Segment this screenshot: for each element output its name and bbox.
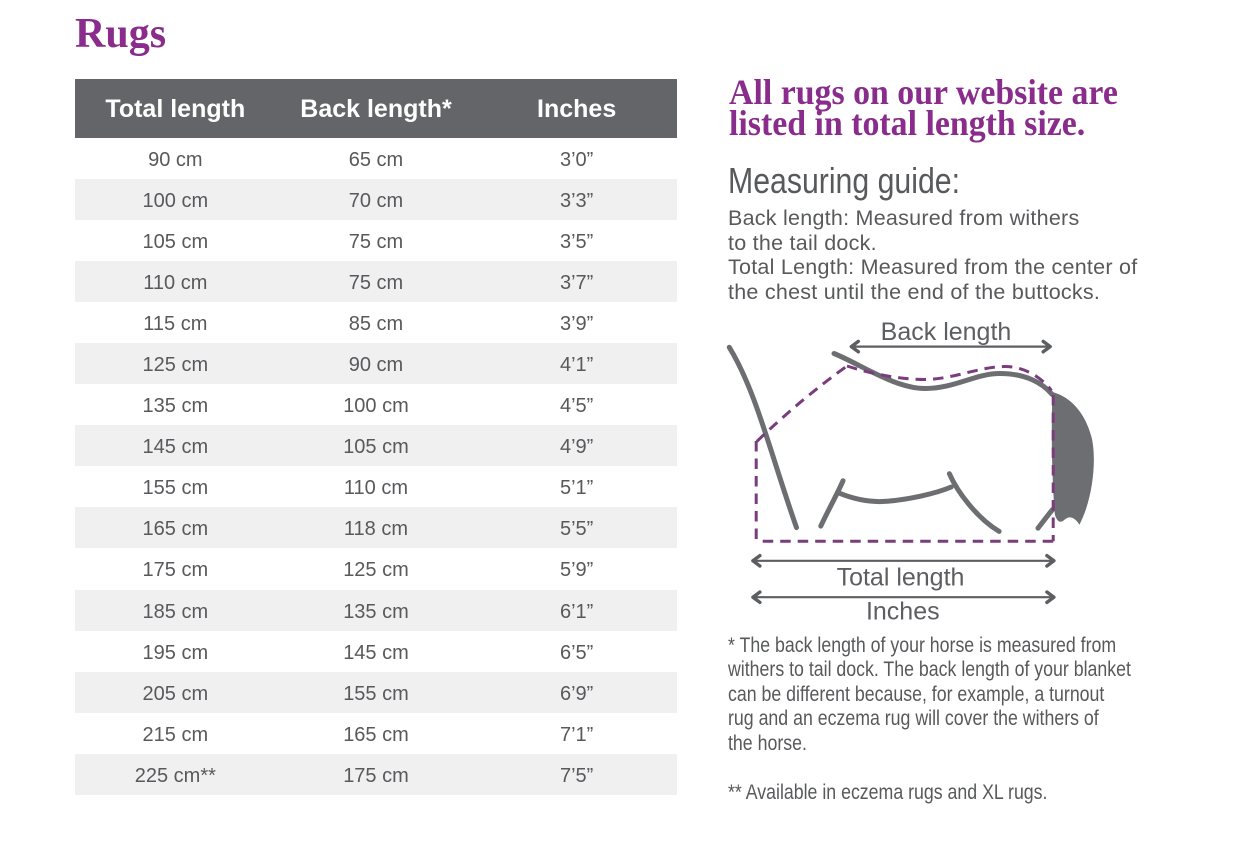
- svg-text:Inches: Inches: [866, 598, 940, 626]
- svg-text:Back length: Back length: [881, 318, 1012, 346]
- svg-text:Total length: Total length: [837, 563, 965, 591]
